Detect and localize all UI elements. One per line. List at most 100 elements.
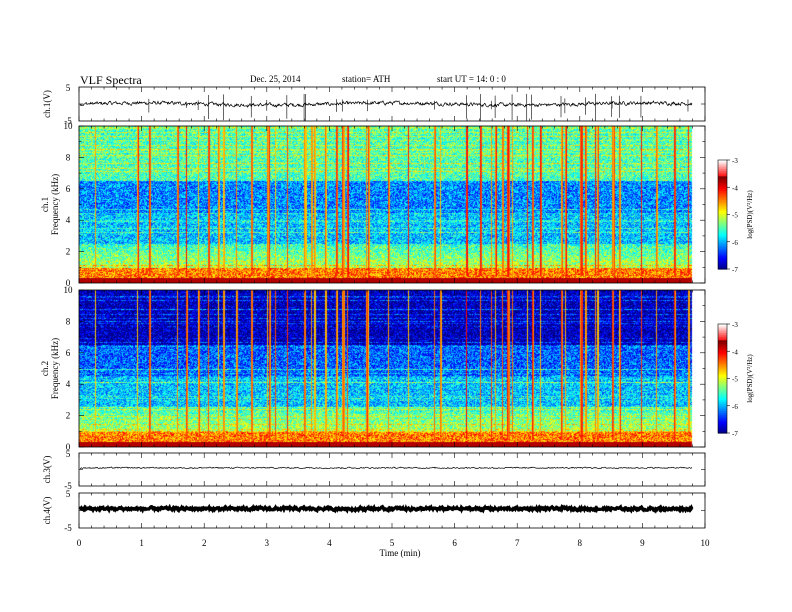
colorbar-tick-label: -4 bbox=[732, 184, 738, 192]
colorbar-segment bbox=[718, 425, 727, 429]
colorbar-segment bbox=[718, 362, 727, 365]
colorbar-segment bbox=[718, 329, 727, 332]
colorbar-segment bbox=[718, 389, 727, 392]
colorbar-segment bbox=[718, 216, 727, 219]
colorbar-segment bbox=[718, 358, 727, 361]
colorbar-segment bbox=[718, 400, 727, 403]
colorbar-segment bbox=[718, 373, 727, 376]
y-axis-label: ch.4(V) bbox=[42, 497, 52, 525]
colorbar-segment bbox=[718, 236, 727, 239]
colorbar-segment bbox=[718, 238, 727, 241]
colorbar-segment bbox=[718, 405, 727, 409]
y-tick-label: 0 bbox=[66, 278, 71, 288]
colorbar-segment bbox=[718, 252, 727, 256]
colorbar-segment bbox=[718, 391, 727, 394]
colorbar-segment bbox=[718, 267, 727, 270]
colorbar-segment bbox=[718, 345, 727, 349]
colorbar-segment bbox=[718, 363, 727, 367]
colorbar-segment bbox=[718, 207, 727, 210]
colorbar-segment bbox=[718, 205, 727, 208]
x-tick-label: 0 bbox=[77, 538, 82, 548]
colorbar-segment bbox=[718, 380, 727, 383]
colorbar-label: log(PSD)(V²/Hz) bbox=[746, 190, 754, 239]
colorbar-segment bbox=[718, 351, 727, 354]
colorbar-segment bbox=[718, 409, 727, 412]
colorbar-segment bbox=[718, 183, 727, 187]
x-tick-label: 4 bbox=[327, 538, 332, 548]
colorbar-segment bbox=[718, 369, 727, 372]
colorbar-segment bbox=[718, 429, 727, 432]
y-axis-label-channel: ch.2 bbox=[40, 361, 50, 376]
colorbar-segment bbox=[718, 212, 727, 216]
colorbar-segment bbox=[718, 161, 727, 165]
colorbar-segment bbox=[718, 325, 727, 329]
colorbar-segment bbox=[718, 418, 727, 421]
colorbar-segment bbox=[718, 356, 727, 360]
y-axis-label: ch.3(V) bbox=[42, 456, 52, 484]
y-tick-label: 2 bbox=[66, 411, 71, 421]
start-time-label: start UT = 14: 0 : 0 bbox=[437, 74, 506, 84]
y-axis-label-frequency: Frequency (kHz) bbox=[50, 338, 60, 399]
colorbar-label: log(PSD)(V²/Hz) bbox=[746, 354, 754, 403]
colorbar-segment bbox=[718, 349, 727, 352]
colorbar-segment bbox=[718, 396, 727, 400]
y-tick-label: 5 bbox=[66, 489, 71, 499]
colorbar-segment bbox=[718, 360, 727, 363]
colorbar-segment bbox=[718, 194, 727, 197]
colorbar-segment bbox=[718, 247, 727, 250]
panel-2: 0 2 4 6 8 10 ch.1 Frequency (kHz) -3 -4 -5 -6 -7 log(… bbox=[40, 121, 754, 288]
colorbar-segment bbox=[718, 187, 727, 190]
x-tick-label: 10 bbox=[701, 538, 711, 548]
colorbar-segment bbox=[718, 189, 727, 192]
colorbar-tick-label: -5 bbox=[732, 376, 738, 384]
colorbar-segment bbox=[718, 420, 727, 423]
y-tick-label: 8 bbox=[66, 152, 71, 162]
colorbar: -3 -4 -5 -6 -7 log(PSD)(V²/Hz) bbox=[717, 321, 754, 438]
colorbar-segment bbox=[718, 354, 727, 358]
colorbar-tick-label: -7 bbox=[732, 430, 738, 438]
colorbar-segment bbox=[718, 343, 727, 347]
colorbar-segment bbox=[718, 347, 727, 351]
colorbar-segment bbox=[718, 256, 727, 259]
colorbar-tick-label: -5 bbox=[732, 212, 738, 220]
x-tick-label: 7 bbox=[515, 538, 520, 548]
colorbar-tick-label: -3 bbox=[732, 157, 738, 165]
colorbar-segment bbox=[718, 331, 727, 334]
y-tick-label: 6 bbox=[66, 184, 71, 194]
colorbar-segment bbox=[718, 334, 727, 338]
panel-4: 5 -5 ch.3(V) bbox=[42, 449, 706, 491]
colorbar-segment bbox=[718, 192, 727, 196]
colorbar-segment bbox=[718, 338, 727, 341]
colorbar-segment bbox=[718, 190, 727, 194]
y-tick-label: 10 bbox=[64, 121, 74, 131]
colorbar-segment bbox=[718, 431, 727, 434]
y-axis-label-channel: ch.1 bbox=[40, 197, 50, 212]
colorbar-segment bbox=[718, 340, 727, 343]
station-label: station= ATH bbox=[342, 74, 391, 84]
x-axis-tick-labels: 0 1 2 3 4 5 6 7 8 9 10 bbox=[77, 538, 710, 548]
y-tick-label: -5 bbox=[64, 481, 72, 491]
colorbar-segment bbox=[718, 218, 727, 221]
panel-1: 5 -5 ch.1(V) bbox=[42, 83, 706, 126]
colorbar-segment bbox=[718, 199, 727, 203]
colorbar-segment bbox=[718, 250, 727, 254]
colorbar-segment bbox=[718, 407, 727, 410]
colorbar-segment bbox=[718, 398, 727, 401]
colorbar-segment bbox=[718, 382, 727, 385]
colorbar-segment bbox=[718, 258, 727, 261]
colorbar-segment bbox=[718, 165, 727, 168]
colorbar-segment bbox=[718, 414, 727, 418]
colorbar-segment bbox=[718, 403, 727, 407]
colorbar-segment bbox=[718, 185, 727, 188]
colorbar-segment bbox=[718, 210, 727, 214]
y-tick-label: 0 bbox=[66, 442, 71, 452]
colorbar-tick-label: -6 bbox=[732, 239, 738, 247]
colorbar-segment bbox=[718, 259, 727, 263]
colorbar-segment bbox=[718, 387, 727, 390]
colorbar-segment bbox=[718, 209, 727, 212]
colorbar-segment bbox=[718, 378, 727, 381]
colorbar-segment bbox=[718, 170, 727, 174]
colorbar-tick-label: -6 bbox=[732, 403, 738, 411]
colorbar-segment bbox=[718, 263, 727, 266]
